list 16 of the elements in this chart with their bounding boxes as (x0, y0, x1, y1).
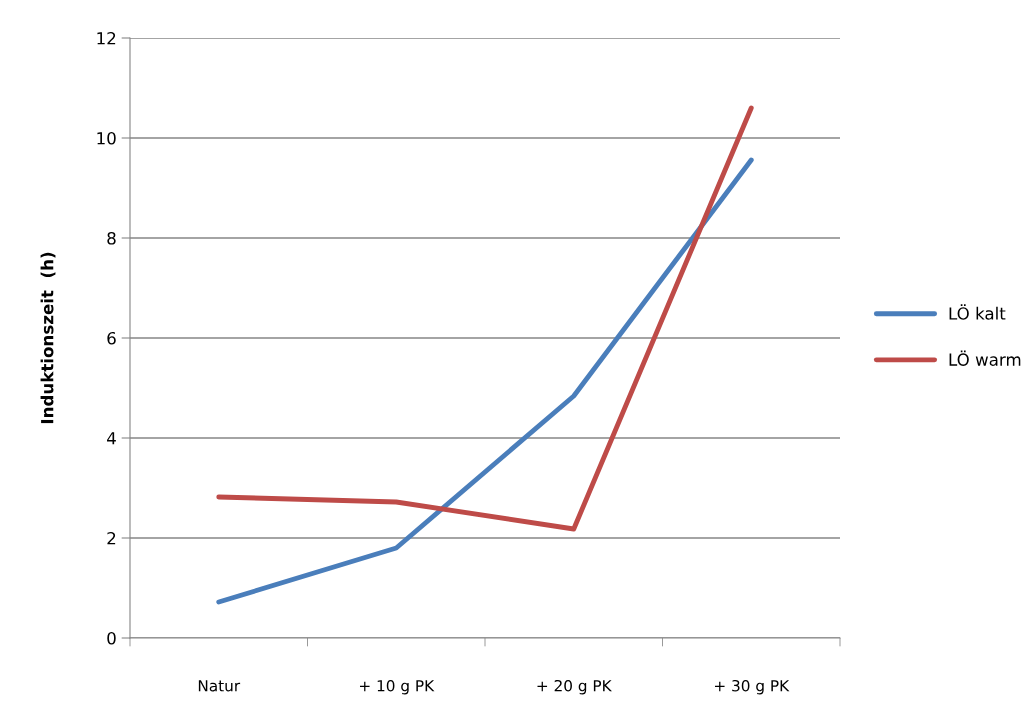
y-axis-title: Induktionszeit (h) (40, 252, 56, 424)
y-tick-label: 0 (107, 631, 116, 645)
y-tick-label: 4 (107, 432, 116, 445)
y-tick-label: 6 (107, 331, 116, 345)
legend-label: LÖ warm (949, 350, 1021, 366)
y-tick-label: 8 (107, 231, 116, 245)
x-tick-label: Natur (198, 680, 241, 692)
y-tick-label: 10 (97, 131, 116, 145)
x-tick-label: + 30 g PK (715, 679, 790, 695)
line-series (216, 157, 754, 605)
y-tick-label: 12 (97, 31, 116, 45)
x-tick-label: + 20 g PK (537, 679, 612, 695)
x-tick-label: + 10 g PK (360, 679, 435, 695)
line-series (216, 105, 754, 532)
y-tick-label: 2 (107, 531, 116, 545)
legend-label: LÖ kalt (949, 304, 1006, 320)
